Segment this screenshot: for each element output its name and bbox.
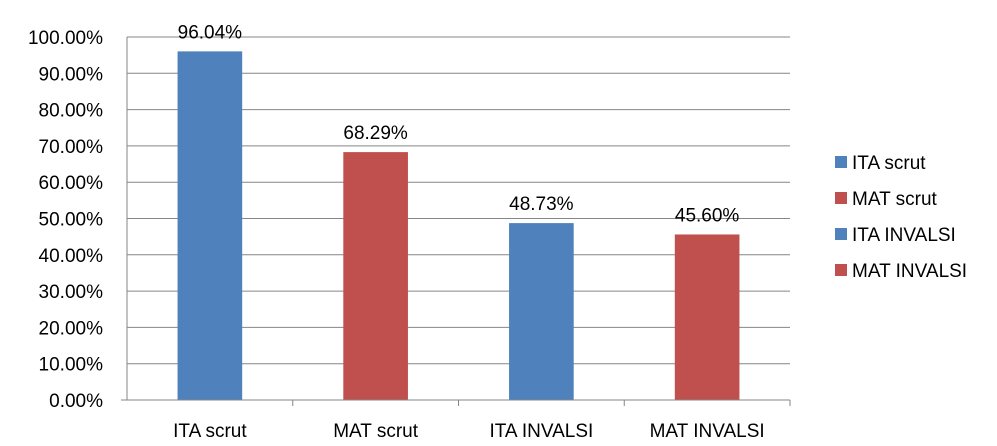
y-tick-label: 60.00% (39, 173, 104, 194)
legend-swatch (835, 264, 847, 276)
legend-item: ITA scrut (835, 153, 926, 174)
x-tick-label: MAT INVALSI (650, 421, 765, 442)
legend-label: MAT scrut (852, 189, 938, 210)
data-label: 48.73% (509, 194, 574, 215)
x-tick-label: ITA scrut (173, 421, 247, 442)
bar (177, 51, 243, 400)
x-axis (121, 37, 790, 401)
y-tick-label: 90.00% (39, 64, 104, 85)
y-tick-label: 10.00% (39, 355, 104, 376)
y-tick-label: 70.00% (39, 137, 104, 158)
x-axis-ticks: ITA scrut MAT scrut ITA INVALSI MAT INVALSI (173, 400, 791, 442)
y-tick-label: 80.00% (39, 101, 104, 122)
y-tick-label: 40.00% (39, 246, 104, 267)
bars (177, 51, 740, 400)
legend-swatch (835, 156, 847, 168)
y-tick-label: 50.00% (39, 210, 104, 231)
legend-swatch (835, 192, 847, 204)
legend-label: ITA INVALSI (852, 225, 956, 246)
bar (509, 223, 574, 400)
legend-label: MAT INVALSI (852, 261, 967, 282)
y-tick-label: 20.00% (39, 318, 104, 339)
legend-item: MAT INVALSI (835, 261, 967, 282)
data-label: 45.60% (675, 205, 740, 226)
data-label: 96.04% (178, 22, 243, 43)
y-tick-label: 30.00% (39, 282, 104, 303)
data-labels: 96.04% 68.29% 48.73% 45.60% (178, 22, 740, 226)
bar (343, 152, 408, 400)
legend: ITA scrut MAT scrut ITA INVALSI MAT INVALSI (835, 153, 967, 282)
y-tick-label: 0.00% (49, 391, 103, 412)
legend-label: ITA scrut (852, 153, 926, 174)
legend-swatch (835, 228, 847, 240)
legend-item: ITA INVALSI (835, 225, 956, 246)
legend-item: MAT scrut (835, 189, 938, 210)
y-axis-ticks: 0.00% 10.00% 20.00% 30.00% 40.00% 50.00% 60.00… (28, 28, 103, 412)
y-tick-label: 100.00% (28, 28, 103, 49)
x-tick-label: ITA INVALSI (489, 421, 593, 442)
x-tick-label: MAT scrut (333, 421, 419, 442)
data-label: 68.29% (343, 123, 408, 144)
bar (674, 234, 740, 400)
